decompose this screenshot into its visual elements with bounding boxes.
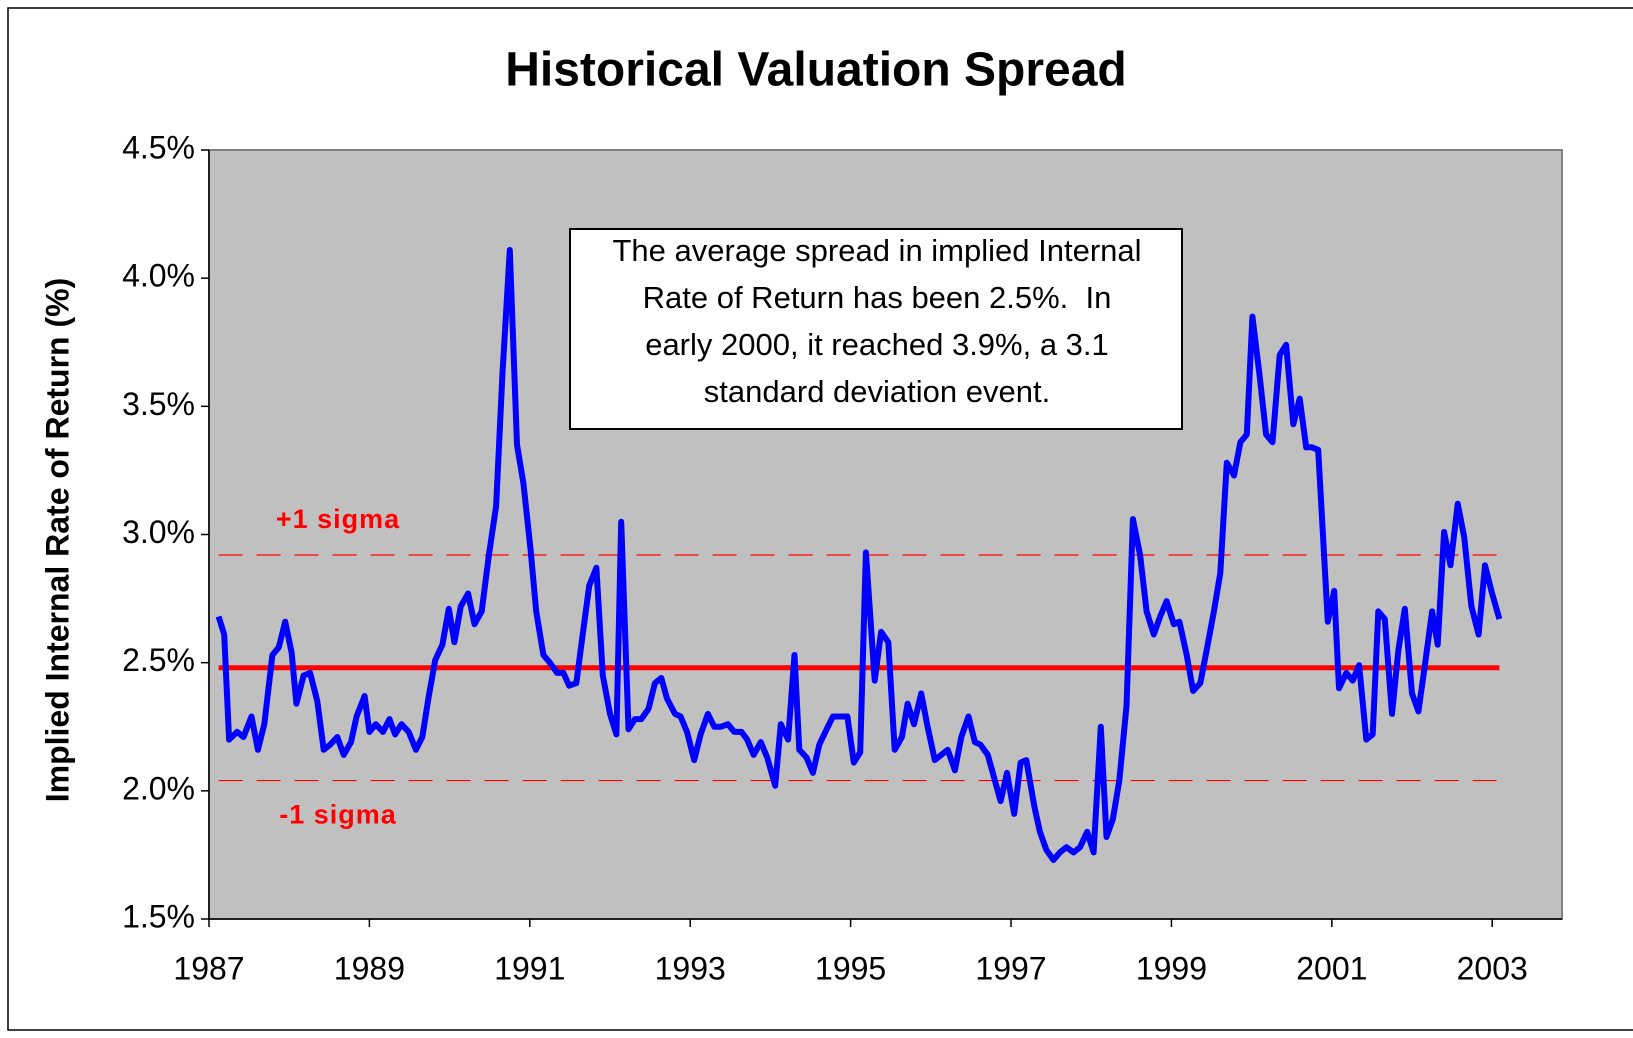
x-tick-label: 1993 [655,950,726,986]
x-tick-label: 1991 [494,950,565,986]
annotation-line: standard deviation event. [704,374,1050,409]
annotation-line: Rate of Return has been 2.5%. In [643,280,1112,315]
x-tick-label: 1987 [173,950,244,986]
y-tick-label: 3.0% [122,514,195,550]
x-tick-label: 1997 [975,950,1046,986]
y-tick-label: 4.0% [122,258,195,294]
reference-label: -1 sigma [279,800,397,830]
y-tick-label: 3.5% [122,386,195,422]
x-tick-label: 1995 [815,950,886,986]
annotation-line: early 2000, it reached 3.9%, a 3.1 [645,327,1109,362]
x-tick-label: 2003 [1457,950,1528,986]
reference-label: +1 sigma [276,504,400,534]
y-tick-label: 1.5% [122,898,195,934]
x-tick-label: 1999 [1136,950,1207,986]
y-tick-label: 2.0% [122,770,195,806]
x-tick-label: 2001 [1296,950,1367,986]
annotation-line: The average spread in implied Internal [612,233,1141,268]
series-line [215,247,1503,863]
y-axis-title: Implied Internal Rate of Return (%) [39,278,75,802]
x-tick-label: 1989 [334,950,405,986]
y-tick-label: 2.5% [122,642,195,678]
annotation-box [569,228,1183,430]
chart-title: Historical Valuation Spread [505,44,1127,97]
y-tick-label: 4.5% [122,129,195,165]
